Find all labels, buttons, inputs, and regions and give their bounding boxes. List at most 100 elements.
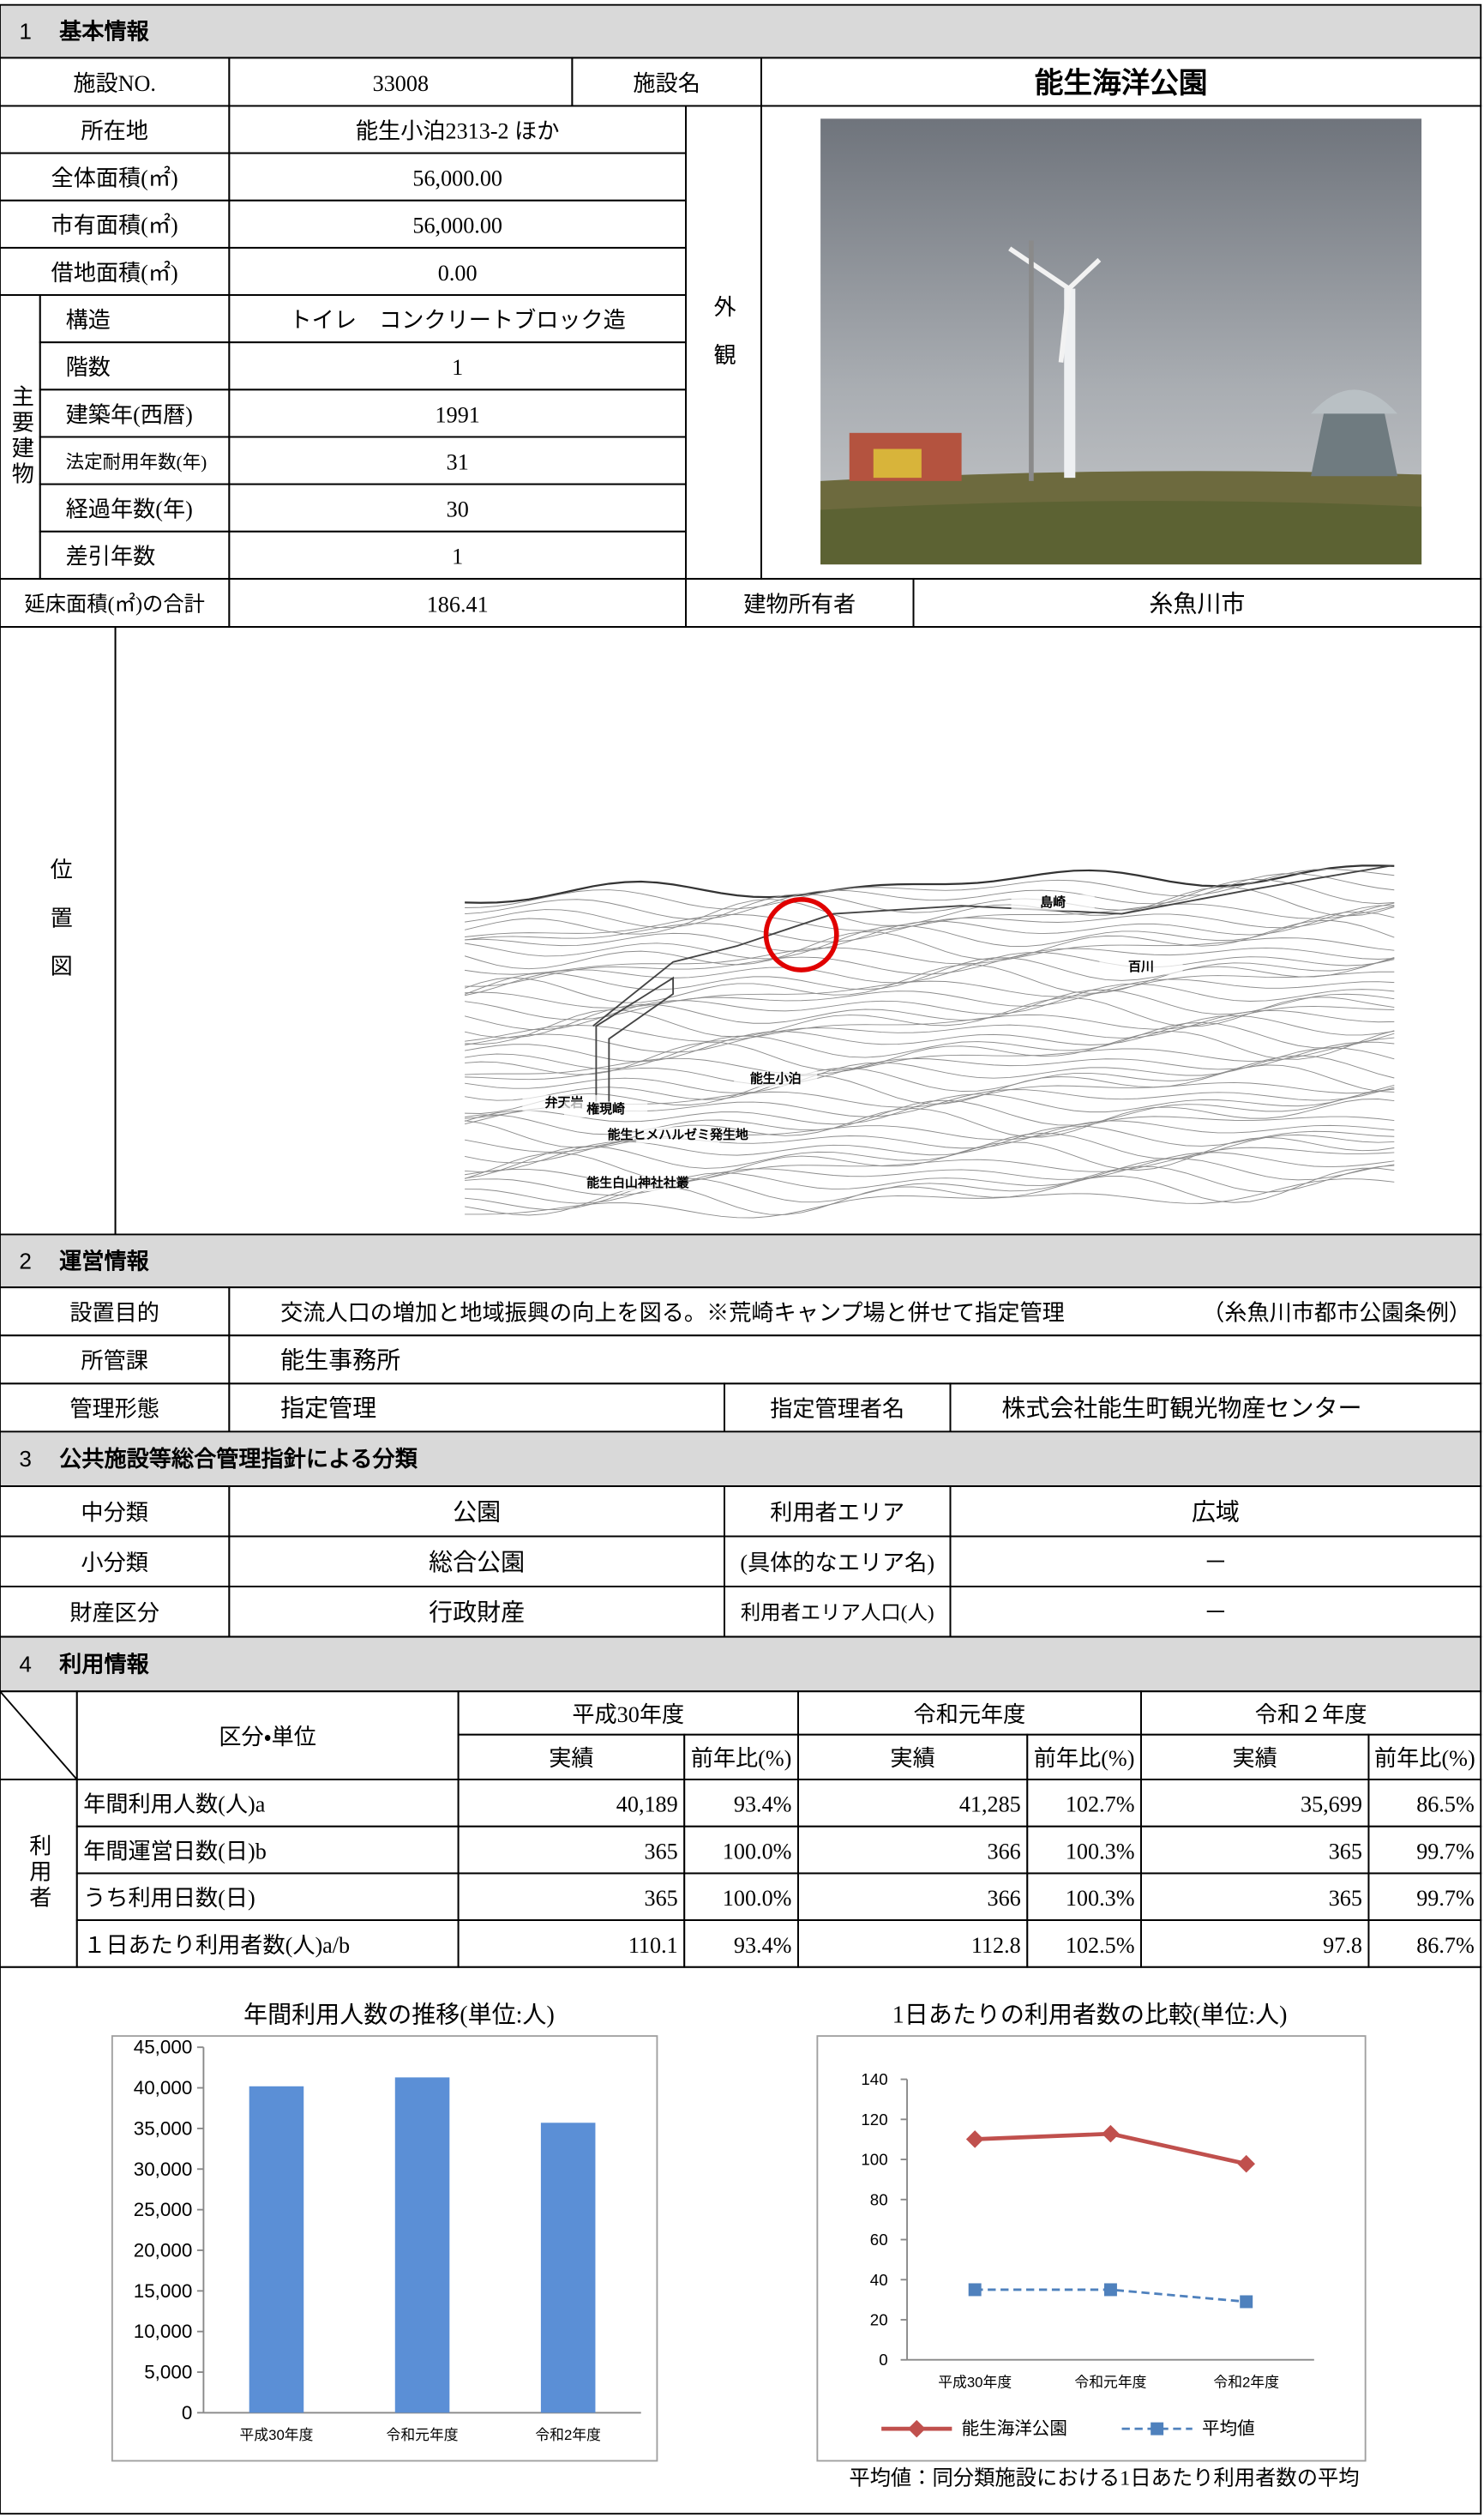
vertical-label: 利用者 — [26, 1834, 51, 1912]
map-label-bg — [1011, 894, 1095, 911]
year-header: 令和２年度 — [1255, 1702, 1367, 1727]
map-contour — [465, 1132, 1395, 1179]
map-contour — [465, 903, 1395, 937]
label: 実績 — [549, 1746, 593, 1771]
map-contour — [465, 1064, 1395, 1114]
x-tick-label: 令和2年度 — [535, 2427, 601, 2443]
label: 利用者エリア人口(人) — [741, 1601, 934, 1624]
label: 施設NO. — [73, 71, 156, 96]
map-contour — [465, 947, 1395, 987]
y-tick-label: 80 — [870, 2190, 888, 2208]
x-tick-label: 令和元年度 — [387, 2427, 459, 2443]
map-contour — [465, 1030, 1395, 1075]
marker — [1237, 2154, 1255, 2173]
bar — [394, 2077, 450, 2413]
map-contour — [465, 1088, 1395, 1135]
value: 30 — [447, 497, 469, 522]
chart-title: 1日あたりの利用者数の比較(単位:人) — [892, 2001, 1288, 2028]
value: 指定管理 — [280, 1395, 376, 1423]
label: (具体的なエリア名) — [740, 1551, 934, 1575]
y-tick-label: 60 — [870, 2231, 888, 2249]
map-label: 能生小泊 — [750, 1071, 802, 1087]
map-label-bg — [596, 1175, 680, 1191]
map-contour — [465, 1167, 1395, 1216]
label: 実績 — [1233, 1746, 1277, 1771]
value: 365 — [644, 1886, 677, 1911]
y-tick-label: 5,000 — [144, 2362, 192, 2383]
map-marker — [763, 896, 839, 972]
x-tick-label: 平成30年度 — [239, 2427, 313, 2443]
label: 所管課 — [81, 1349, 147, 1374]
label: 実績 — [890, 1746, 934, 1771]
value: 1 — [452, 545, 463, 569]
label: 指定管理者名 — [770, 1397, 904, 1422]
value: 35,699 — [1301, 1792, 1362, 1817]
value: 交流人口の増加と地域振興の向上を図る。※荒崎キャンプ場と併せて指定管理 — [280, 1301, 1065, 1326]
label: 前年比(%) — [1034, 1746, 1135, 1771]
bar — [249, 2086, 304, 2413]
value: 366 — [988, 1886, 1021, 1911]
facility-name: 能生海洋公園 — [1035, 67, 1208, 99]
y-tick-label: 10,000 — [134, 2321, 193, 2342]
label: 構造 — [66, 308, 111, 333]
y-tick-label: 30,000 — [134, 2159, 193, 2180]
label: 財産区分 — [69, 1601, 159, 1626]
section-header — [0, 1233, 1482, 1289]
value: － — [1204, 1550, 1228, 1576]
section-header — [0, 1430, 1482, 1487]
label: 法定耐用年数(年) — [66, 452, 207, 473]
value: 86.7% — [1416, 1933, 1475, 1958]
value: 33008 — [373, 71, 429, 96]
marker — [1103, 2283, 1117, 2297]
label: 前年比(%) — [691, 1746, 792, 1771]
label: 経過年数(年) — [66, 497, 193, 522]
value: 366 — [988, 1839, 1021, 1864]
map-contour — [465, 873, 1395, 920]
label: 施設名 — [633, 71, 700, 96]
label: 年間利用人数(人)a — [83, 1792, 266, 1817]
footnote: 平均値：同分類施設における1日あたり利用者数の平均 — [849, 2467, 1359, 2490]
section-title: 基本情報 — [59, 19, 149, 45]
section-number: 1 — [19, 19, 32, 45]
label: 市有面積(㎡) — [51, 214, 178, 238]
legend-label: 平均値 — [1202, 2419, 1255, 2439]
map-label-bg — [636, 1127, 720, 1143]
value: 100.3% — [1066, 1839, 1135, 1864]
map-label: 百川 — [1128, 960, 1154, 974]
value: 56,000.00 — [412, 214, 502, 238]
map-contour — [464, 1136, 1395, 1182]
y-tick-label: 20,000 — [134, 2239, 193, 2261]
vertical-label: 外観 — [711, 295, 736, 391]
section-header — [0, 1635, 1482, 1693]
section-title: 利用情報 — [59, 1651, 149, 1677]
y-tick-label: 25,000 — [134, 2199, 193, 2220]
value: 186.41 — [427, 592, 489, 617]
value: 110.1 — [628, 1933, 678, 1958]
map-contour — [464, 887, 1395, 935]
map-contour — [465, 937, 1395, 975]
y-tick-label: 140 — [861, 2070, 887, 2088]
section-title: 運営情報 — [59, 1248, 149, 1274]
y-tick-label: 40,000 — [134, 2077, 193, 2099]
label: 管理形態 — [69, 1397, 159, 1422]
map-label: 能生ヒメハルゼミ発生地 — [608, 1127, 748, 1142]
value: 能生小泊2313-2 ほか — [356, 118, 560, 143]
label: 所在地 — [81, 118, 147, 143]
map-contour — [465, 878, 1395, 928]
y-tick-label: 120 — [861, 2111, 887, 2129]
map-contour — [464, 956, 1395, 995]
map-contour — [465, 951, 1395, 997]
label: 差引年数 — [66, 545, 156, 569]
diagonal — [0, 1690, 78, 1780]
section-title: 公共施設等総合管理指針による分類 — [59, 1446, 418, 1472]
value: 糸魚川市 — [1149, 590, 1245, 617]
x-tick-label: 令和2年度 — [1213, 2374, 1279, 2390]
label: 年間運営日数(日)b — [83, 1839, 267, 1864]
section-number: 4 — [19, 1651, 32, 1677]
note: （糸魚川市都市公園条例） — [1202, 1301, 1471, 1326]
marker — [1240, 2295, 1253, 2309]
map-contour — [464, 957, 1395, 1003]
value: 1 — [452, 355, 463, 380]
value: 365 — [1329, 1886, 1362, 1911]
